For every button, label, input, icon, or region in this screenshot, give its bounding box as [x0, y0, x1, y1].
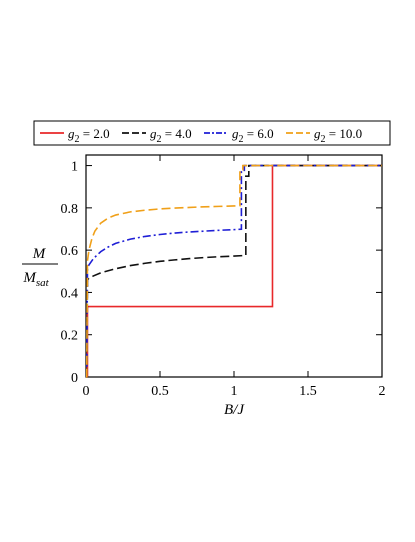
y-axis-label-denominator-sub: sat: [36, 277, 50, 289]
y-axis-label-numerator: M: [32, 246, 47, 262]
y-tick-label: 0: [71, 371, 78, 386]
legend-label: g2 = 10.0: [314, 126, 362, 145]
x-tick-label: 0.5: [151, 384, 169, 399]
x-tick-label: 0: [83, 384, 90, 399]
y-axis-label-denominator-main: M: [22, 270, 37, 286]
series-line-g2-6-0: [85, 164, 382, 378]
y-axis-label-denominator: Msat: [22, 270, 49, 289]
x-tick-label: 1.5: [299, 384, 317, 399]
legend-label: g2 = 6.0: [232, 126, 274, 145]
x-axis-label: B/J: [224, 402, 245, 418]
y-tick-label: 0.8: [61, 202, 79, 217]
y-tick-label: 0.4: [61, 286, 79, 301]
y-axis-label: M Msat: [22, 246, 58, 289]
legend-label: g2 = 2.0: [68, 126, 110, 145]
series-line-g2-10-0: [85, 164, 382, 378]
axis-ticks: 0 0.5 1 1.5 2 0 0.2 0.4 0.6 0.8 1: [61, 155, 386, 399]
x-tick-label: 1: [231, 384, 238, 399]
y-tick-label: 0.6: [61, 244, 79, 259]
series-line-g2-4-0: [85, 164, 382, 378]
x-tick-label: 2: [379, 384, 386, 399]
legend-label: g2 = 4.0: [150, 126, 192, 145]
series-layer: [85, 164, 382, 378]
legend: g2 = 2.0 g2 = 4.0 g2 = 6.0 g2 = 10.0: [33, 120, 391, 146]
y-tick-label: 1: [71, 160, 78, 175]
y-tick-label: 0.2: [61, 329, 79, 344]
